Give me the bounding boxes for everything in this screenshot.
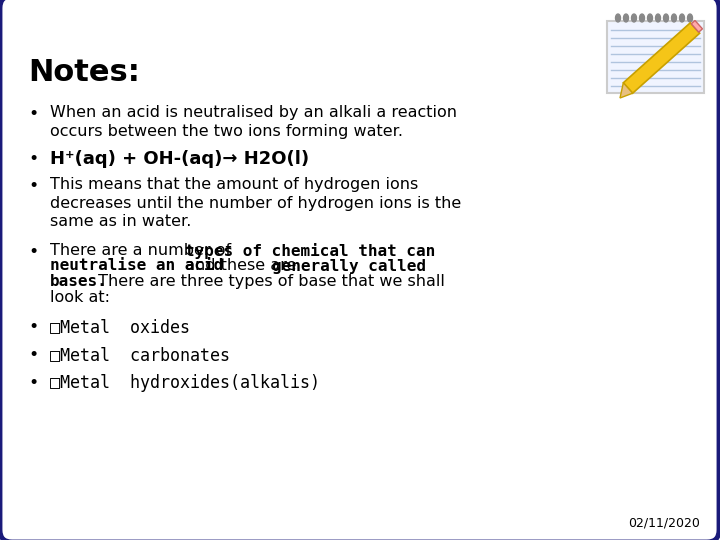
Polygon shape: [624, 23, 700, 93]
Polygon shape: [655, 14, 660, 22]
FancyBboxPatch shape: [607, 21, 704, 93]
Polygon shape: [647, 14, 652, 22]
Polygon shape: [672, 14, 677, 22]
Text: This means that the amount of hydrogen ions
decreases until the number of hydrog: This means that the amount of hydrogen i…: [50, 177, 462, 229]
Text: generally called: generally called: [272, 259, 426, 273]
Text: •: •: [28, 318, 38, 336]
Text: When an acid is neutralised by an alkali a reaction
occurs between the two ions : When an acid is neutralised by an alkali…: [50, 105, 457, 139]
Text: •: •: [28, 105, 38, 123]
Polygon shape: [664, 14, 668, 22]
Text: •: •: [28, 243, 38, 261]
Text: •: •: [28, 177, 38, 195]
Text: and these are: and these are: [179, 259, 301, 273]
Polygon shape: [691, 21, 703, 32]
Text: neutralise an acid: neutralise an acid: [50, 259, 223, 273]
Text: □Metal  hydroxides(alkalis): □Metal hydroxides(alkalis): [50, 374, 320, 392]
Text: 02/11/2020: 02/11/2020: [628, 517, 700, 530]
Polygon shape: [639, 14, 644, 22]
Text: H⁺(aq) + OH-(aq)→ H2O(l): H⁺(aq) + OH-(aq)→ H2O(l): [50, 150, 309, 168]
Polygon shape: [616, 14, 621, 22]
Text: There are a number of: There are a number of: [50, 243, 236, 258]
Text: There are three types of base that we shall: There are three types of base that we sh…: [93, 274, 445, 289]
Text: bases.: bases.: [50, 274, 108, 289]
Text: look at:: look at:: [50, 289, 110, 305]
Text: Notes:: Notes:: [28, 58, 140, 87]
Polygon shape: [631, 14, 636, 22]
Polygon shape: [624, 14, 629, 22]
Text: types of chemical that can: types of chemical that can: [185, 243, 436, 259]
Text: •: •: [28, 346, 38, 364]
Text: •: •: [28, 374, 38, 392]
Polygon shape: [680, 14, 685, 22]
Polygon shape: [688, 14, 693, 22]
Polygon shape: [620, 83, 633, 98]
Text: □Metal  oxides: □Metal oxides: [50, 318, 190, 336]
Text: □Metal  carbonates: □Metal carbonates: [50, 346, 230, 364]
Text: •: •: [28, 150, 38, 168]
